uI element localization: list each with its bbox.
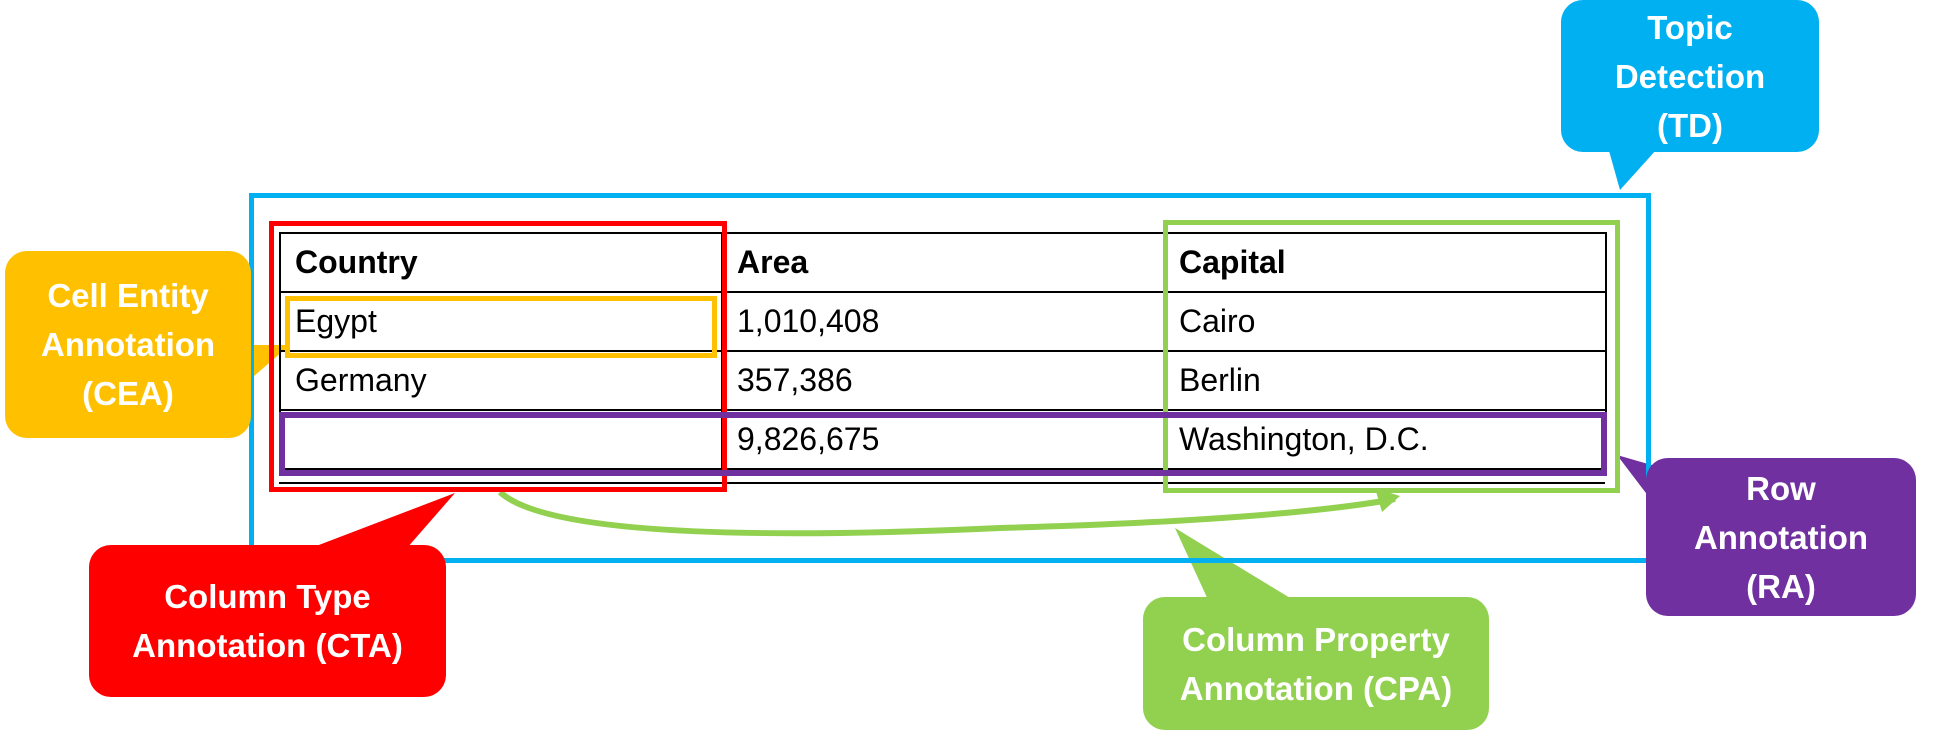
table-cell — [279, 409, 723, 470]
table-cell: 9,826,675 — [721, 409, 1165, 470]
td-pointer — [1606, 140, 1665, 190]
column-header-capital: Capital — [1163, 232, 1607, 293]
column-header-area: Area — [721, 232, 1165, 293]
cpa-arrowhead — [1375, 488, 1400, 512]
cta-label: Column Type Annotation (CTA) — [89, 545, 446, 697]
data-table: Country Area Capital Egypt 1,010,408 Cai… — [279, 232, 1607, 470]
td-frame — [249, 193, 1651, 563]
table-cell: 357,386 — [721, 350, 1165, 411]
cpa-label: Column Property Annotation (CPA) — [1143, 597, 1489, 730]
td-label: Topic Detection (TD) — [1561, 0, 1819, 152]
header-row: Country Area Capital — [279, 232, 1607, 293]
ra-label: Row Annotation (RA) — [1646, 458, 1916, 616]
cta-frame — [269, 221, 727, 492]
cpa-pointer — [1175, 528, 1300, 604]
cta-pointer — [290, 493, 455, 556]
cpa-frame — [1163, 220, 1620, 493]
column-header-country: Country — [279, 232, 723, 293]
cea-label: Cell Entity Annotation (CEA) — [5, 251, 251, 438]
table-cell: Germany — [279, 350, 723, 411]
cea-frame — [285, 296, 717, 358]
table-cell: Egypt — [279, 291, 723, 352]
ra-frame — [279, 412, 1607, 476]
table-cell: Cairo — [1163, 291, 1607, 352]
ra-pointer — [1617, 455, 1655, 505]
table-cell: 1,010,408 — [721, 291, 1165, 352]
table-row: Egypt 1,010,408 Cairo — [279, 291, 1607, 352]
table-cell: Washington, D.C. — [1163, 409, 1607, 470]
cpa-arrow — [497, 489, 1396, 537]
table-bottom-rule — [279, 482, 1605, 484]
table-row: Germany 357,386 Berlin — [279, 350, 1607, 411]
table-row: 9,826,675 Washington, D.C. — [279, 409, 1607, 470]
